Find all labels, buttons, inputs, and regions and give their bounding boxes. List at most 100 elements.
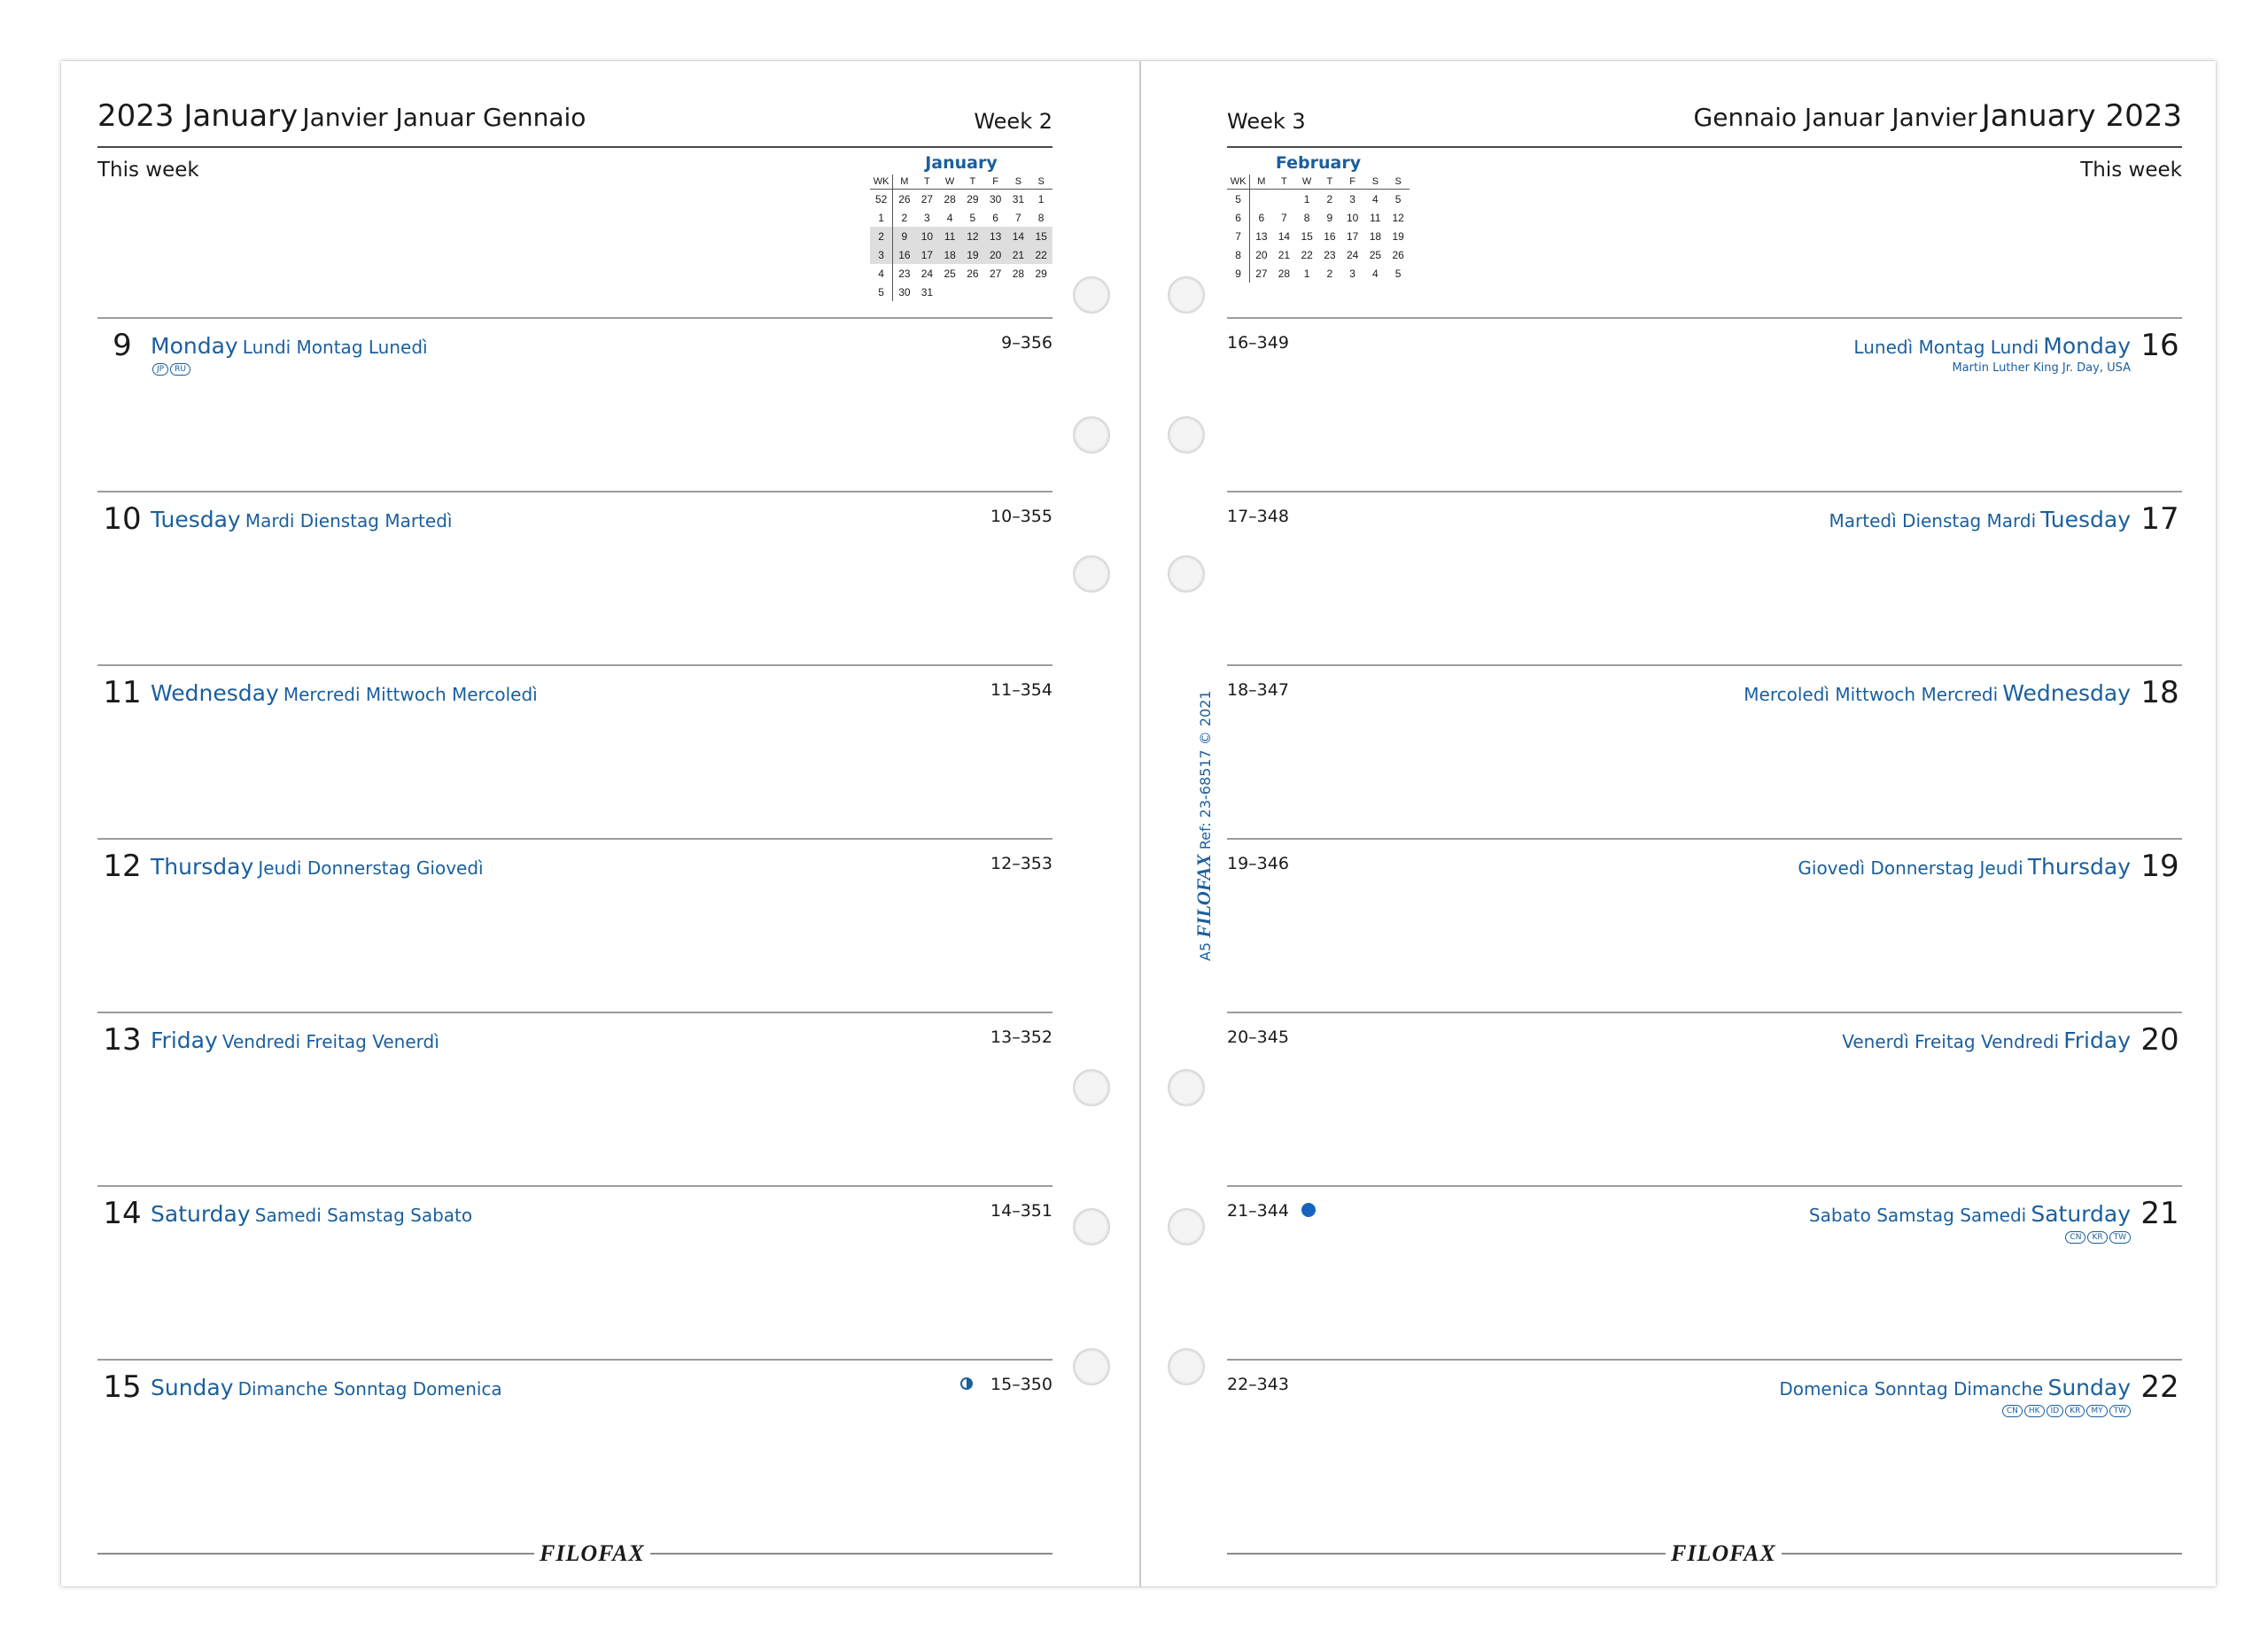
ring-hole: [1168, 276, 1205, 314]
day-block[interactable]: 12 Thursday Jeudi Donnerstag Giovedì 12–35…: [97, 838, 1052, 1013]
day-block[interactable]: 14 Saturday Samedi Samstag Sabato 14–351: [97, 1185, 1052, 1361]
day-block[interactable]: 17 Martedì Dienstag Mardi Tuesday 17–348: [1227, 491, 2182, 666]
spine-size: A5: [1197, 942, 1214, 961]
mini-calendar-date: 26: [967, 267, 979, 280]
day-block[interactable]: 20 Venerdì Freitag Vendredi Friday 20–345: [1227, 1012, 2182, 1187]
mini-calendar-date: 16: [892, 245, 916, 264]
mini-calendar-header: F: [983, 174, 1007, 190]
mini-calendar-date: 5: [1394, 192, 1402, 206]
country-holiday-badge: TW: [2109, 1231, 2131, 1244]
this-week-label: This week: [97, 159, 199, 182]
day-name: Giovedì Donnerstag Jeudi Thursday: [1798, 854, 2131, 880]
day-block[interactable]: 10 Tuesday Mardi Dienstag Martedì 10–355: [97, 491, 1052, 666]
day-name-english: Friday: [2063, 1028, 2131, 1053]
country-holiday-badge: ID: [2046, 1405, 2064, 1417]
mini-calendar-date: 17: [1346, 229, 1359, 243]
mini-calendar-date: 27: [1255, 267, 1268, 280]
mini-calendar-header: M: [892, 174, 916, 190]
mini-calendar-date: 18: [938, 245, 961, 264]
spine-copyright: © 2021: [1197, 690, 1214, 746]
day-name-translations: Martedì Dienstag Mardi: [1829, 510, 2037, 531]
mini-calendar-header: W: [1295, 174, 1318, 190]
day-block[interactable]: 9 Monday Lundi Montag Lunedì 9–356 JP RU: [97, 317, 1052, 492]
mini-calendar-date: 17: [915, 245, 939, 264]
day-number: 19: [2140, 849, 2179, 884]
day-name-english: Tuesday: [151, 507, 241, 532]
day-of-year-count: 12–353: [990, 854, 1052, 873]
center-spine: [1139, 61, 1141, 1586]
mini-calendar-header: T: [961, 174, 984, 190]
mini-calendar-date: 7: [1015, 211, 1021, 224]
mini-calendar-week-number: 52: [870, 189, 894, 208]
mini-calendar-date: 19: [1392, 229, 1404, 243]
mini-calendar-week-number: 2: [870, 227, 894, 245]
mini-calendar-date: 14: [1278, 229, 1291, 243]
page-title: 2023 January Janvier Januar Gennaio: [97, 98, 586, 134]
mini-calendar-week-number: 3: [870, 245, 894, 264]
day-block[interactable]: 13 Friday Vendredi Freitag Venerdì 13–352: [97, 1012, 1052, 1187]
mini-calendar-header: WK: [1227, 174, 1251, 190]
day-of-year-count: 19–346: [1227, 854, 1289, 873]
day-name: Sabato Samstag Samedi Saturday: [1809, 1201, 2131, 1227]
day-block[interactable]: 18 Mercoledì Mittwoch Mercredi Wednesday 1…: [1227, 664, 2182, 840]
mini-calendar-date: 20: [1255, 248, 1268, 261]
spine-ref: Ref: 23-68517: [1197, 749, 1214, 850]
mini-calendar-date: 14: [1006, 227, 1030, 245]
mini-calendar-week-number: 8: [1227, 245, 1251, 264]
mini-calendar-date: 22: [1301, 248, 1313, 261]
day-block[interactable]: 21 Sabato Samstag Samedi Saturday 21–344 CN…: [1227, 1185, 2182, 1361]
mini-calendar-date: 4: [1372, 267, 1379, 280]
mini-calendar-week-number: 6: [1227, 208, 1251, 227]
mini-calendar-date: 21: [1278, 248, 1291, 261]
title-month-english: 2023 January: [97, 98, 299, 134]
mini-calendar-date: [1007, 283, 1030, 301]
mini-calendar-date: [961, 283, 984, 301]
week-number: Week 3: [1227, 109, 1306, 134]
mini-calendar-date: [1273, 190, 1296, 209]
day-name: Martedì Dienstag Mardi Tuesday: [1829, 507, 2131, 532]
day-name-english: Monday: [2043, 333, 2131, 359]
mini-calendar-date: 3: [1349, 192, 1355, 206]
day-name-english: Friday: [151, 1028, 218, 1053]
mini-calendar-date: 18: [1369, 229, 1382, 243]
day-name: Mercoledì Mittwoch Mercredi Wednesday: [1744, 680, 2131, 706]
day-name-translations: Mercoledì Mittwoch Mercredi: [1744, 684, 1999, 705]
day-name-translations: Lunedì Montag Lundi: [1853, 337, 2039, 358]
mini-calendar-date: 21: [1006, 245, 1030, 264]
day-of-year-count: 21–344: [1227, 1201, 1289, 1221]
title-month-translations: Janvier Januar Gennaio: [302, 103, 586, 132]
mini-calendar-date: 3: [924, 211, 930, 224]
day-number: 14: [103, 1196, 142, 1231]
day-number: 16: [2140, 328, 2179, 363]
day-block[interactable]: 22 Domenica Sonntag Dimanche Sunday 22–343…: [1227, 1359, 2182, 1534]
planner-sheet: [61, 61, 2216, 1586]
day-name-english: Thursday: [2027, 854, 2131, 880]
day-name-translations: Sabato Samstag Samedi: [1808, 1205, 2027, 1226]
day-name: Domenica Sonntag Dimanche Sunday: [1779, 1375, 2131, 1400]
mini-calendar-date: 15: [1301, 229, 1313, 243]
day-name-english: Sunday: [151, 1375, 234, 1400]
mini-calendar-header: S: [1029, 174, 1052, 190]
mini-calendar-date: 11: [1370, 211, 1381, 224]
mini-calendar-header: T: [1272, 174, 1296, 190]
day-block[interactable]: 19 Giovedì Donnerstag Jeudi Thursday 19–34…: [1227, 838, 2182, 1013]
mini-calendar-date: 8: [1037, 211, 1045, 224]
day-number: 13: [103, 1022, 142, 1058]
mini-calendar-date: 30: [898, 285, 911, 299]
mini-calendar-date: 23: [898, 267, 911, 280]
mini-calendar-date: 26: [898, 192, 911, 206]
ring-hole: [1168, 416, 1205, 454]
country-holiday-badge: RU: [170, 363, 190, 376]
mini-calendar-date: [1029, 283, 1052, 301]
day-name: Wednesday Mercredi Mittwoch Mercoledì: [151, 680, 538, 706]
first-quarter-moon-icon: [960, 1377, 973, 1390]
day-block[interactable]: 11 Wednesday Mercredi Mittwoch Mercoledì 1…: [97, 664, 1052, 840]
mini-calendar-date: 10: [1346, 211, 1359, 224]
mini-calendar-date: 26: [1392, 248, 1404, 261]
day-name-translations: Mardi Dienstag Martedì: [245, 510, 453, 531]
day-of-year-count: 10–355: [990, 507, 1052, 526]
day-block[interactable]: 15 Sunday Dimanche Sonntag Domenica 15–350: [97, 1359, 1052, 1534]
day-of-year-count: 13–352: [990, 1028, 1052, 1047]
day-block[interactable]: 16 Lunedì Montag Lundi Monday 16–349 Martin…: [1227, 317, 2182, 492]
day-number: 21: [2140, 1196, 2179, 1231]
